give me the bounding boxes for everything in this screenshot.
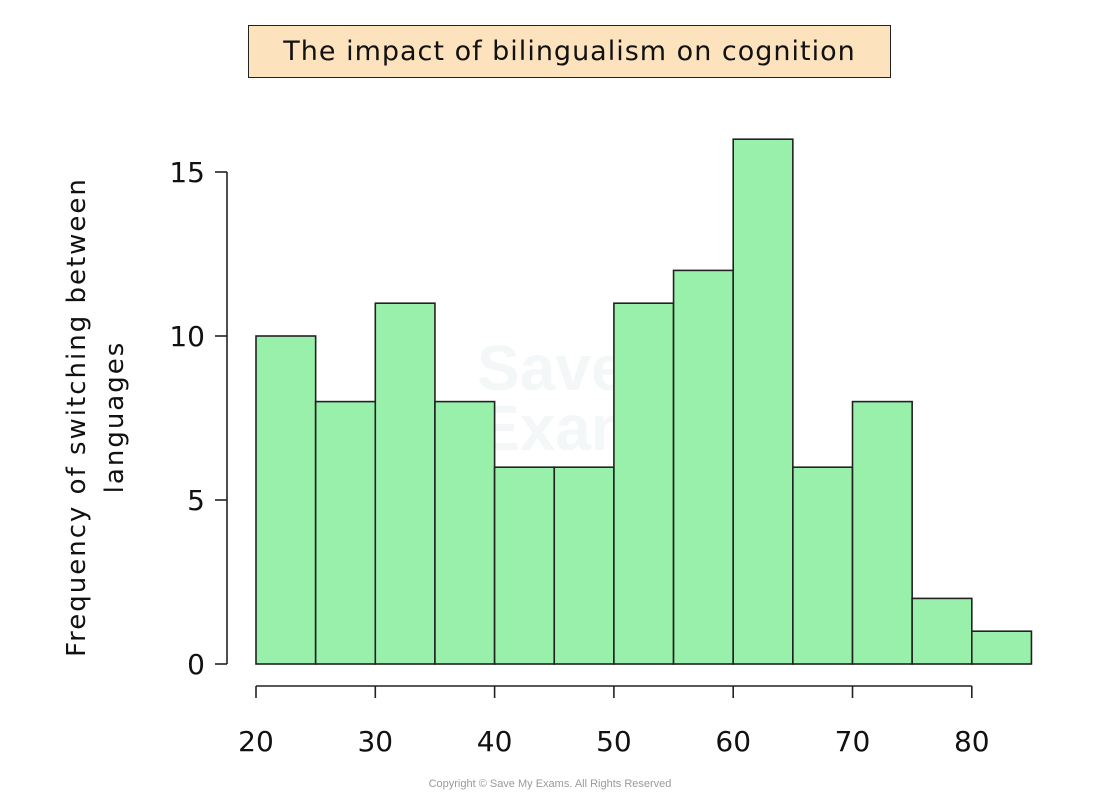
bar-80-85 — [970, 630, 1033, 665]
x-tick-label: 30 — [357, 725, 393, 758]
bar-55-60 — [672, 269, 734, 665]
y-tick-label: 5 — [187, 484, 205, 517]
y-tick-label: 15 — [169, 156, 205, 189]
y-axis-label: Frequency of switching between languages — [62, 177, 130, 657]
bars-layer — [255, 138, 1033, 665]
chart-title: The impact of bilingualism on cognition — [248, 25, 891, 78]
bar-50-55 — [613, 302, 675, 665]
x-tick-label: 20 — [238, 725, 274, 758]
y-axis: 0 5 10 15 — [169, 156, 228, 681]
bar-75-80 — [911, 597, 973, 665]
bar-65-70 — [792, 466, 854, 665]
bar-20-25 — [255, 335, 317, 665]
x-tick-label: 60 — [715, 725, 751, 758]
bar-70-75 — [851, 400, 913, 665]
x-tick-label: 40 — [477, 725, 513, 758]
y-tick-label: 0 — [187, 648, 205, 681]
y-tick-label: 10 — [169, 320, 205, 353]
bar-25-30 — [314, 400, 377, 665]
bar-45-50 — [553, 466, 615, 665]
bar-30-35 — [374, 302, 436, 665]
bar-60-65 — [732, 138, 794, 665]
x-tick-label: 70 — [835, 725, 871, 758]
copyright-notice: Copyright © Save My Exams. All Rights Re… — [428, 778, 672, 790]
bar-35-40 — [434, 400, 496, 665]
x-tick-label: 50 — [596, 725, 632, 758]
x-tick-label: 80 — [954, 725, 990, 758]
bar-40-45 — [493, 466, 556, 665]
x-axis: 20 30 40 50 60 70 80 — [238, 685, 990, 758]
